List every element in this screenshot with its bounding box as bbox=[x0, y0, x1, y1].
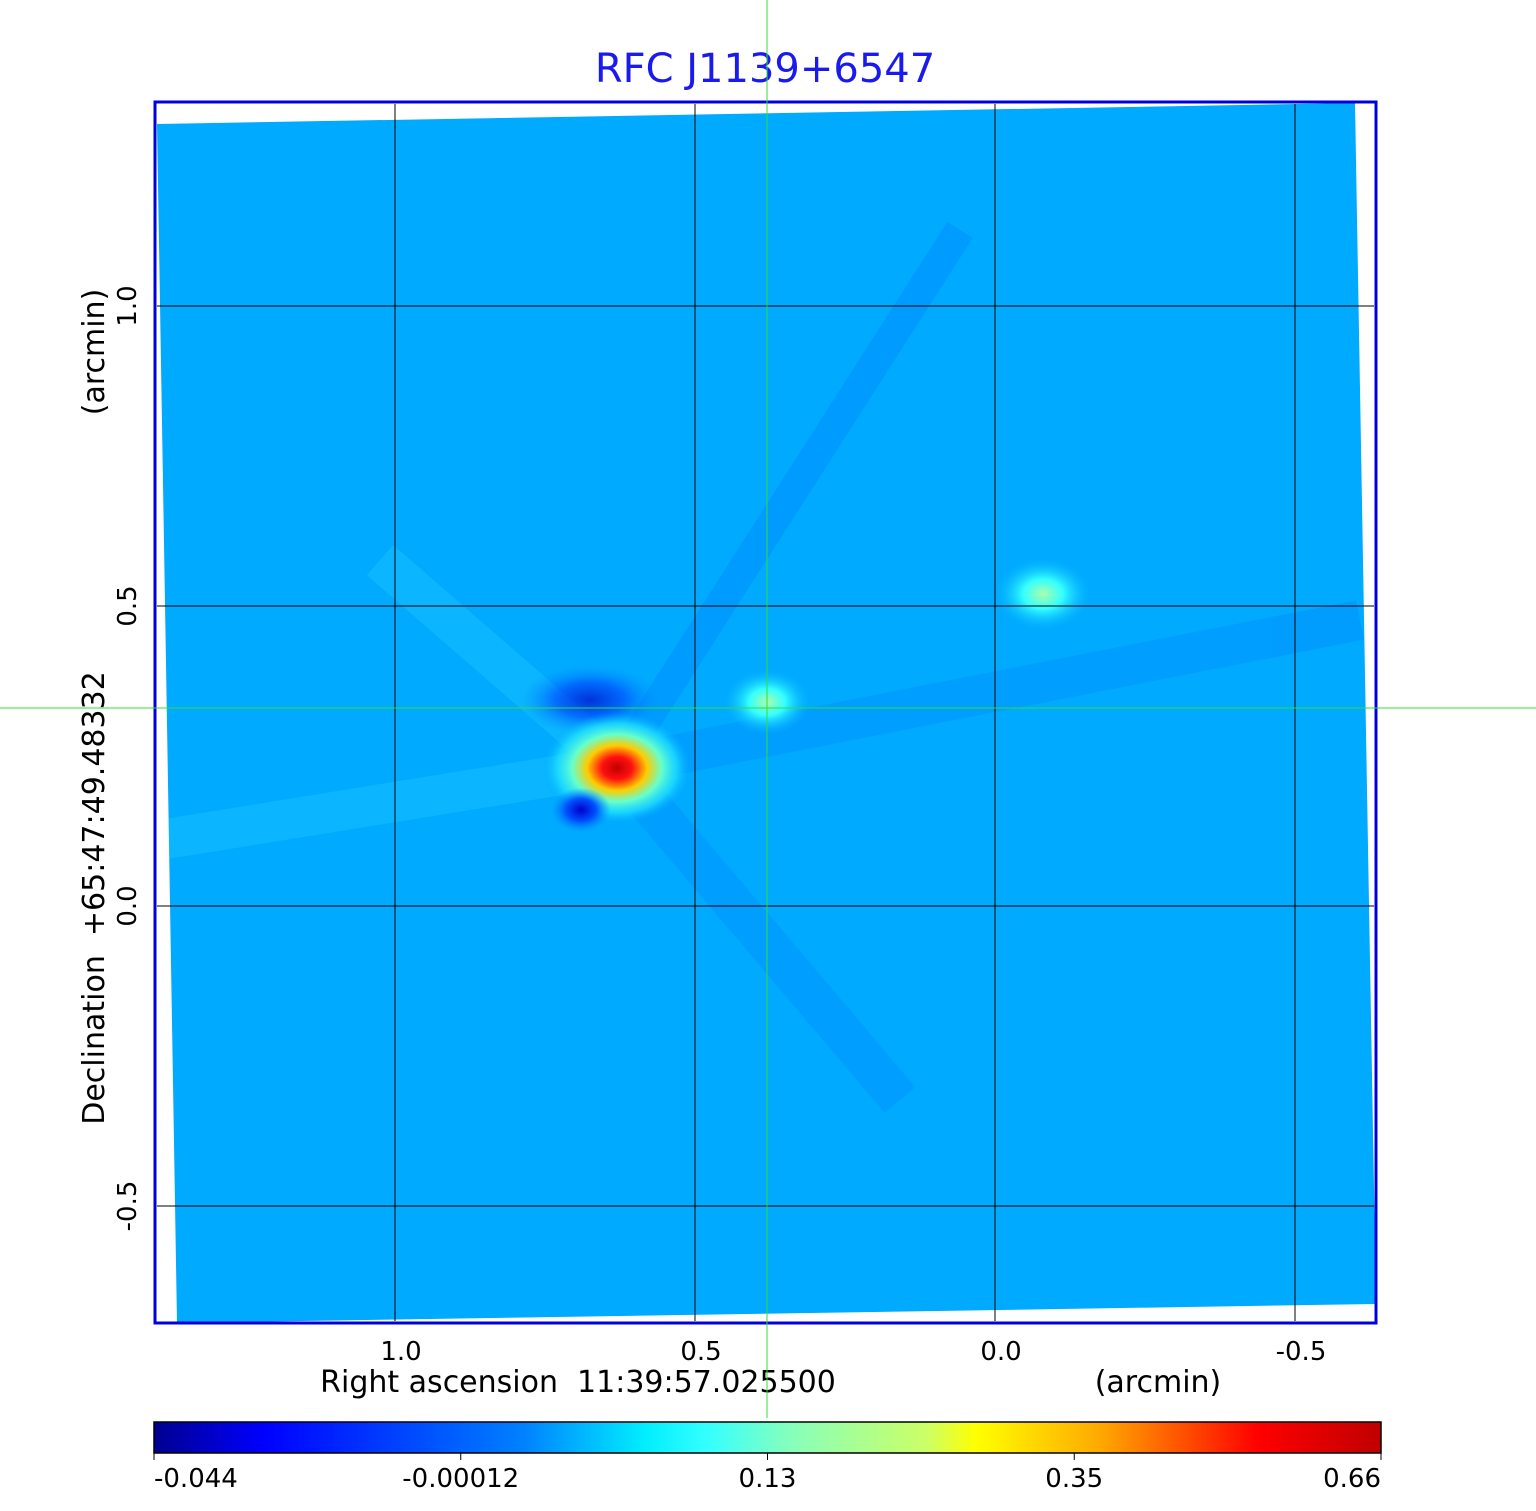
colorbar-tick-label: 0.66 bbox=[1323, 1464, 1381, 1494]
colorbar bbox=[153, 1421, 1382, 1454]
y-tick-label: 0.5 bbox=[113, 585, 143, 626]
sky-image bbox=[157, 103, 1376, 1323]
y-axis-label: Declination +65:47:49.48332 bbox=[77, 671, 112, 1125]
x-axis-unit: (arcmin) bbox=[1095, 1365, 1222, 1400]
x-tick-label: 1.0 bbox=[380, 1337, 421, 1367]
source-blob bbox=[551, 787, 611, 833]
y-axis-unit: (arcmin) bbox=[77, 289, 112, 416]
colorbar-tick-label: 0.35 bbox=[1045, 1464, 1103, 1494]
y-tick-label: 1.0 bbox=[113, 285, 143, 326]
plot-frame bbox=[153, 100, 1378, 1325]
colorbar-tick-label: -0.044 bbox=[154, 1464, 238, 1494]
x-tick-label: 0.0 bbox=[980, 1337, 1021, 1367]
x-tick-label: 0.5 bbox=[680, 1337, 721, 1367]
colorbar-tick-label: 0.13 bbox=[739, 1464, 797, 1494]
colorbar-tick-label: -0.00012 bbox=[402, 1464, 519, 1494]
y-tick-label: -0.5 bbox=[113, 1181, 143, 1232]
x-tick-label: -0.5 bbox=[1276, 1337, 1327, 1367]
plot-title: RFC J1139+6547 bbox=[595, 46, 935, 92]
y-tick-label: 0.0 bbox=[113, 885, 143, 926]
coordinate-grid bbox=[157, 104, 1374, 1321]
source-blob bbox=[993, 556, 1093, 632]
crosshair[interactable] bbox=[0, 0, 1536, 1418]
x-axis-label: Right ascension 11:39:57.025500 bbox=[320, 1365, 836, 1400]
